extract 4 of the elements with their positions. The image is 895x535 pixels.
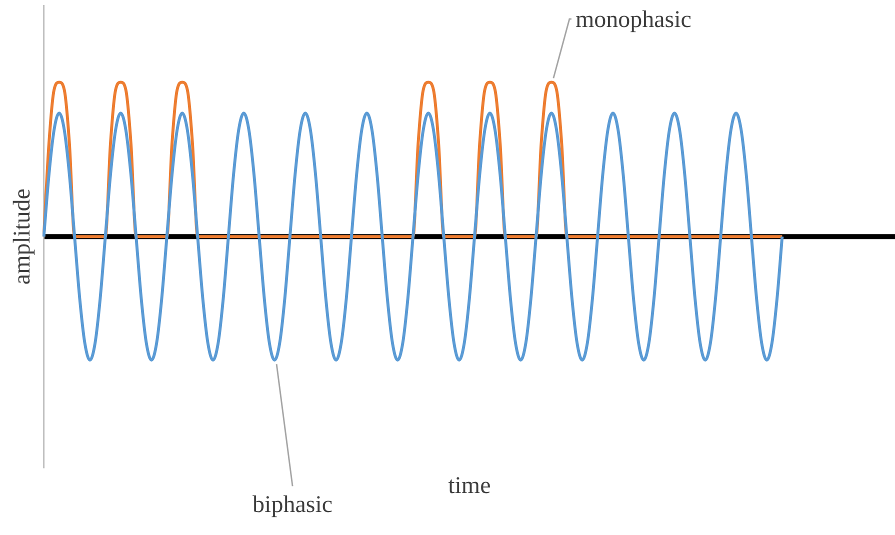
x-axis-title: time: [448, 472, 491, 499]
text: biphasic: [252, 492, 333, 518]
y-axis-title: amplitude: [10, 188, 36, 285]
text: monophasic: [575, 7, 692, 33]
